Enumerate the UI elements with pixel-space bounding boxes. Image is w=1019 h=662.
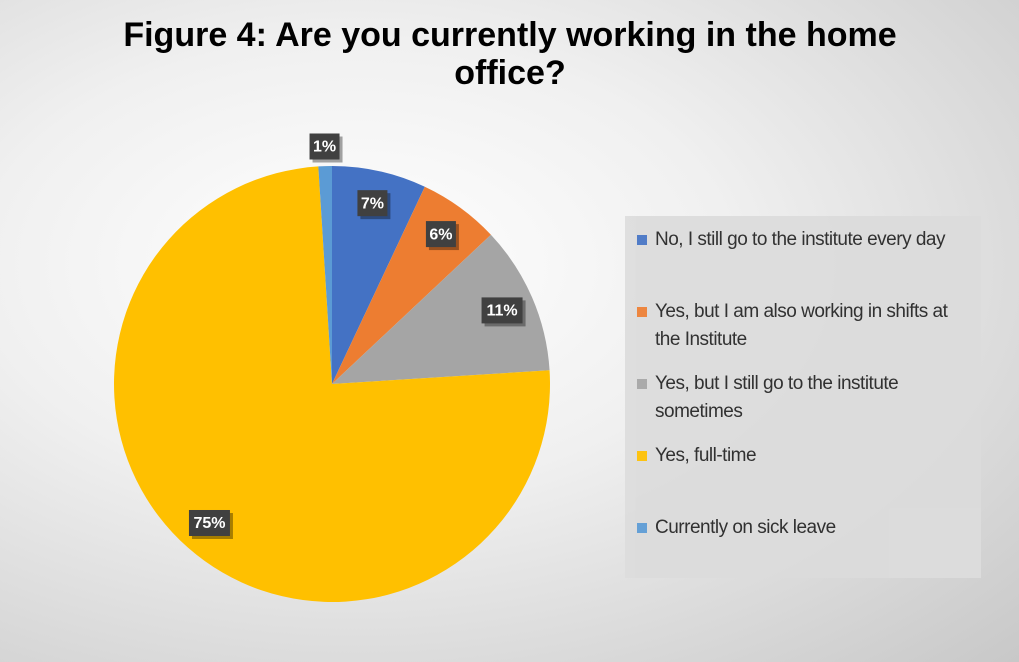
legend-label: Currently on sick leave xyxy=(655,517,836,538)
legend-label: No, I still go to the institute every da… xyxy=(655,229,946,250)
data-label-box xyxy=(309,133,340,160)
legend-swatch xyxy=(637,379,647,389)
data-label-box xyxy=(188,509,230,536)
data-label: 6% xyxy=(429,226,452,243)
legend-label: Yes, full-time xyxy=(655,445,757,466)
pie-slice xyxy=(332,234,550,384)
data-label: 7% xyxy=(361,195,384,212)
legend-item: Currently on sick leave xyxy=(637,514,972,542)
legend-label: Yes, but I still go to the institute som… xyxy=(655,373,899,422)
legend-swatch xyxy=(637,307,647,317)
chart-title: Figure 4: Are you currently working in t… xyxy=(123,16,897,92)
legend-item: No, I still go to the institute every da… xyxy=(637,226,972,254)
legend-swatch xyxy=(637,235,647,245)
legend-swatch xyxy=(637,451,647,461)
pie-slice xyxy=(114,166,551,603)
data-label: 11% xyxy=(486,303,517,320)
legend-swatch xyxy=(637,523,647,533)
data-label-box xyxy=(481,297,523,324)
legend-item: Yes, but I still go to the institute som… xyxy=(637,370,972,426)
data-label: 1% xyxy=(313,139,336,156)
legend-item: Yes, full-time xyxy=(637,442,972,470)
data-label-box xyxy=(357,190,388,217)
legend-item: Yes, but I am also working in shifts at … xyxy=(637,298,972,354)
legend: No, I still go to the institute every da… xyxy=(625,216,981,578)
data-label: 75% xyxy=(193,515,225,532)
pie-slice xyxy=(332,166,425,384)
pie-slice xyxy=(318,166,332,384)
legend-label: Yes, but I am also working in shifts at … xyxy=(655,301,948,350)
data-label-box xyxy=(425,221,456,248)
